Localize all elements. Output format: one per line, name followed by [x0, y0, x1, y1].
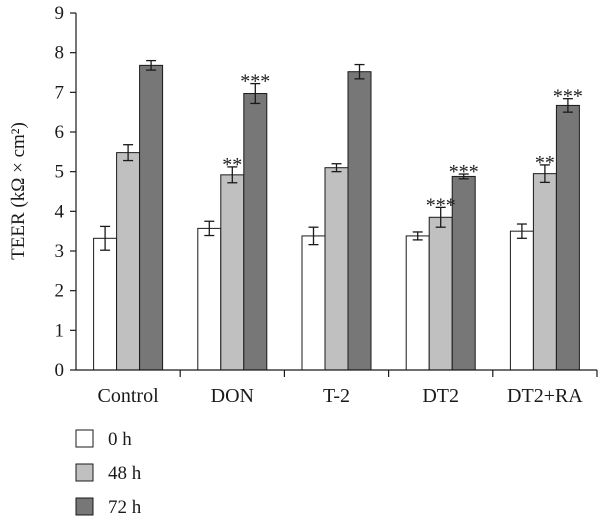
y-tick-label: 7 [55, 82, 65, 103]
bar [301, 235, 326, 371]
bar [197, 227, 222, 371]
y-tick-label: 1 [55, 320, 65, 341]
bar [405, 235, 430, 371]
legend-swatch [75, 429, 94, 448]
y-tick-label: 0 [55, 360, 65, 381]
category-label: DON [211, 385, 254, 407]
bar [243, 93, 268, 371]
y-axis-ticks: 0 1 2 3 4 5 6 7 8 9 [55, 3, 76, 381]
legend-label: 72 h [108, 497, 142, 518]
bar [555, 104, 580, 371]
x-axis-category-labels: Control DON T-2 DT2 DT2+RA [98, 370, 598, 407]
bar [139, 64, 164, 371]
y-tick-label: 3 [55, 241, 65, 262]
significance-label: *** [449, 161, 479, 183]
significance-label: *** [553, 86, 583, 108]
category-label: DT2+RA [507, 385, 583, 407]
y-tick-label: 8 [55, 43, 65, 64]
bar [116, 152, 141, 371]
bar [347, 71, 372, 371]
legend-swatch [75, 463, 94, 482]
bar [220, 174, 245, 371]
significance-label: ** [222, 154, 242, 176]
bar [428, 216, 453, 371]
legend: 0 h 48 h 72 h [75, 429, 142, 518]
legend-swatch [75, 497, 94, 516]
significance-label: ** [535, 152, 555, 174]
category-label: T-2 [323, 385, 350, 407]
category-label: DT2 [422, 385, 459, 407]
bar [532, 173, 557, 371]
bar [93, 237, 118, 371]
y-tick-label: 6 [55, 122, 65, 143]
y-tick-label: 4 [55, 201, 65, 222]
significance-annotations: *********** ***** [222, 71, 583, 217]
y-tick-label: 9 [55, 3, 65, 24]
significance-label: *** [426, 194, 456, 216]
y-tick-label: 2 [55, 281, 65, 302]
y-tick-label: 5 [55, 162, 65, 183]
bar [324, 167, 349, 371]
legend-label: 48 h [108, 463, 142, 484]
error-bars [100, 59, 573, 251]
category-label: Control [98, 385, 160, 407]
significance-label: *** [240, 71, 270, 93]
bars [93, 64, 580, 371]
y-axis-label: TEER (kΩ × cm²) [8, 122, 29, 260]
legend-label: 0 h [108, 429, 132, 450]
bar [509, 230, 534, 371]
